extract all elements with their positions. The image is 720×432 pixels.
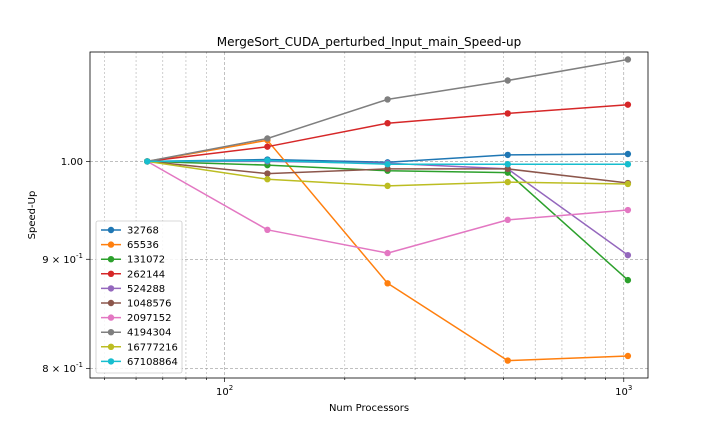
data-point xyxy=(384,280,391,287)
legend-item: 32768 xyxy=(101,226,159,237)
data-point xyxy=(624,276,632,284)
data-point xyxy=(264,143,271,150)
legend-item: 524288 xyxy=(101,284,165,295)
legend-label: 1048576 xyxy=(127,299,172,310)
x-tick-label: 102 xyxy=(216,384,233,398)
data-point xyxy=(384,182,391,190)
x-axis-label: Num Processors xyxy=(329,403,409,414)
data-point xyxy=(504,77,511,84)
legend-swatch-marker xyxy=(107,285,115,292)
y-tick-label: 1.00 xyxy=(61,157,83,168)
legend-swatch-marker xyxy=(107,256,115,263)
data-point xyxy=(384,165,391,173)
data-point xyxy=(384,96,391,103)
legend-swatch-marker xyxy=(107,226,115,234)
tick-layer: 102 103 1.00 9 × 10-1 8 × 10-1 xyxy=(42,157,632,398)
legend-label: 32768 xyxy=(127,226,159,237)
legend-item: 65536 xyxy=(101,240,159,251)
data-point xyxy=(264,176,271,183)
legend-swatch-marker xyxy=(107,329,115,336)
legend-label: 131072 xyxy=(127,255,165,266)
legend-swatch-marker xyxy=(107,358,115,365)
data-point xyxy=(624,160,632,168)
legend-swatch-marker xyxy=(107,299,115,307)
legend-label: 65536 xyxy=(127,240,159,251)
legend-label: 4194304 xyxy=(127,328,172,339)
data-point xyxy=(264,226,271,234)
data-point xyxy=(624,150,632,158)
data-point xyxy=(384,119,391,127)
legend-swatch-marker xyxy=(107,241,115,248)
legend-item: 16777216 xyxy=(101,342,178,353)
legend-label: 262144 xyxy=(127,269,165,280)
data-point xyxy=(264,157,271,164)
data-point xyxy=(504,178,511,186)
data-point xyxy=(624,251,632,259)
y-tick-label: 9 × 10-1 xyxy=(42,252,83,266)
data-point xyxy=(504,160,511,168)
data-point xyxy=(264,170,271,177)
plot-frame xyxy=(89,51,649,379)
legend-item: 67108864 xyxy=(101,357,178,368)
legend-item: 1048576 xyxy=(101,299,172,310)
legend-swatch-marker xyxy=(107,314,115,321)
series-67108864 xyxy=(144,157,632,168)
y-axis-label: Speed-Up xyxy=(27,191,38,240)
legend-item: 262144 xyxy=(101,269,165,280)
data-point xyxy=(624,180,632,188)
legend-swatch-marker xyxy=(107,270,115,277)
y-tick-label: 8 × 10-1 xyxy=(42,361,83,375)
legend-item: 4194304 xyxy=(101,328,172,339)
data-point xyxy=(624,101,632,108)
data-point xyxy=(264,135,271,142)
legend-label: 16777216 xyxy=(127,342,178,353)
legend-item: 131072 xyxy=(101,255,165,266)
legend: 32768 65536 131072 262144 524288 1048576 20971… xyxy=(95,220,183,374)
data-point xyxy=(504,165,511,173)
data-point xyxy=(504,151,511,159)
data-point xyxy=(624,206,632,214)
series-layer xyxy=(144,56,632,364)
legend-label: 2097152 xyxy=(127,313,172,324)
data-point xyxy=(504,357,511,364)
data-point xyxy=(624,56,632,63)
data-point xyxy=(384,249,391,257)
legend-label: 67108864 xyxy=(127,357,178,368)
chart-title: MergeSort_CUDA_perturbed_Input_main_Spee… xyxy=(217,35,521,49)
data-point xyxy=(504,110,511,117)
data-point xyxy=(504,216,511,224)
legend-label: 524288 xyxy=(127,284,165,295)
data-point xyxy=(624,352,632,360)
x-tick-label: 103 xyxy=(615,384,632,398)
legend-swatch-marker xyxy=(107,343,115,350)
data-point xyxy=(144,158,151,165)
data-point xyxy=(384,160,391,168)
legend-item: 2097152 xyxy=(101,313,172,324)
